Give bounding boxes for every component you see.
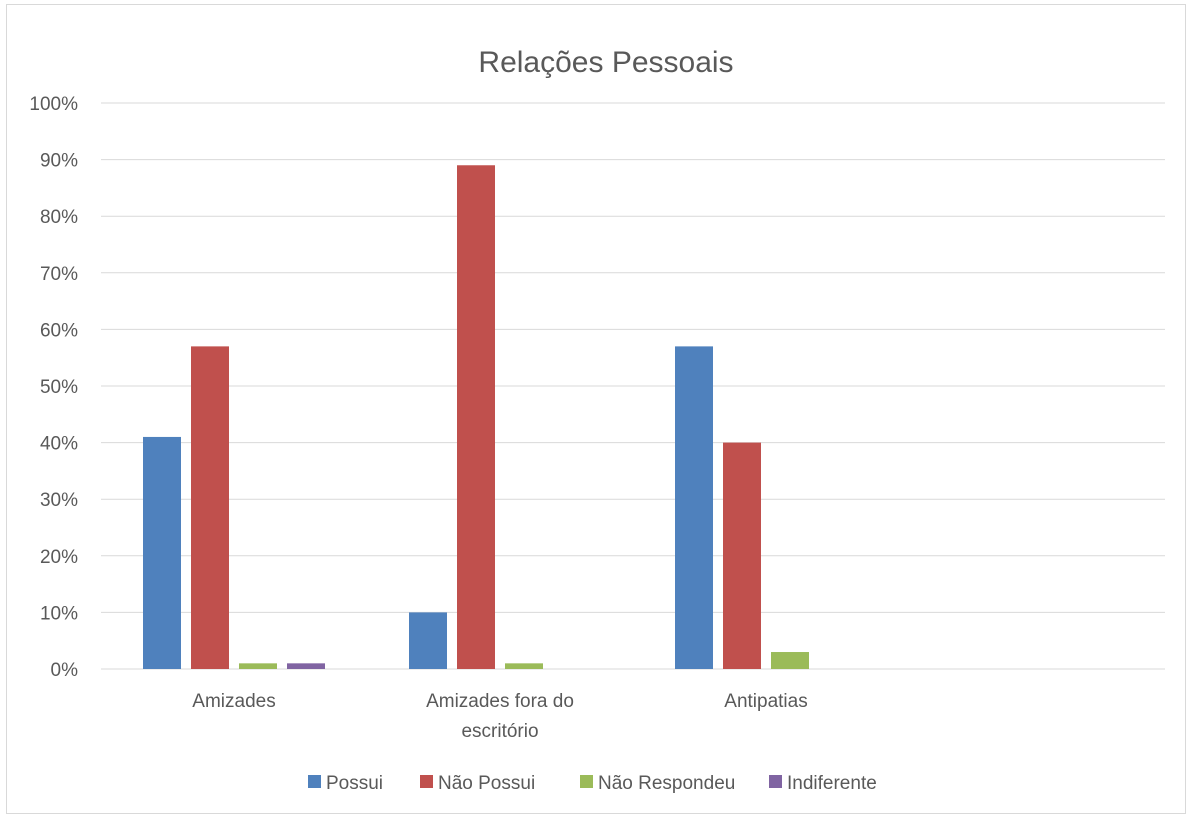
legend-label: Não Possui <box>438 773 535 794</box>
legend-label: Não Respondeu <box>598 773 735 794</box>
y-tick-label: 90% <box>40 151 78 172</box>
bars-layer <box>143 165 809 669</box>
x-category-label: escritório <box>461 721 538 742</box>
chart-title: Relações Pessoais <box>478 46 733 79</box>
bar-nao-possui <box>723 442 761 669</box>
legend-swatch <box>420 775 433 788</box>
x-category-label: Amizades <box>192 691 275 712</box>
y-tick-label: 40% <box>40 434 78 455</box>
y-tick-label: 50% <box>40 377 78 398</box>
y-tick-label: 70% <box>40 264 78 285</box>
bar-possui <box>143 436 181 669</box>
bar-nao-respondeu <box>771 652 809 669</box>
y-tick-label: 10% <box>40 603 78 624</box>
y-tick-label: 30% <box>40 490 78 511</box>
bar-nao-possui <box>191 346 229 669</box>
y-tick-label: 0% <box>51 660 79 681</box>
legend-label: Possui <box>326 773 383 794</box>
x-category-label: Amizades fora do <box>426 691 574 712</box>
legend: Possui Não Possui Não Respondeu Indiferente <box>308 773 877 794</box>
y-tick-label: 100% <box>29 94 78 115</box>
bar-nao-possui <box>457 165 495 669</box>
y-tick-label: 60% <box>40 320 78 341</box>
y-axis-ticks: 0% 10% 20% 30% 40% 50% 60% 70% 80% 90% 100% <box>29 94 78 681</box>
x-axis-categories: Amizades Amizades fora do escritório Antipa… <box>192 691 807 742</box>
legend-swatch <box>580 775 593 788</box>
legend-label: Indiferente <box>787 773 877 794</box>
bar-possui <box>675 346 713 669</box>
x-category-label: Antipatias <box>724 691 807 712</box>
bar-indiferente <box>287 663 325 669</box>
bar-possui <box>409 612 447 669</box>
legend-swatch <box>769 775 782 788</box>
y-tick-label: 80% <box>40 207 78 228</box>
grid-layer <box>101 102 1165 670</box>
y-tick-label: 20% <box>40 547 78 568</box>
legend-swatch <box>308 775 321 788</box>
bar-nao-respondeu <box>239 663 277 669</box>
bar-nao-respondeu <box>505 663 543 669</box>
